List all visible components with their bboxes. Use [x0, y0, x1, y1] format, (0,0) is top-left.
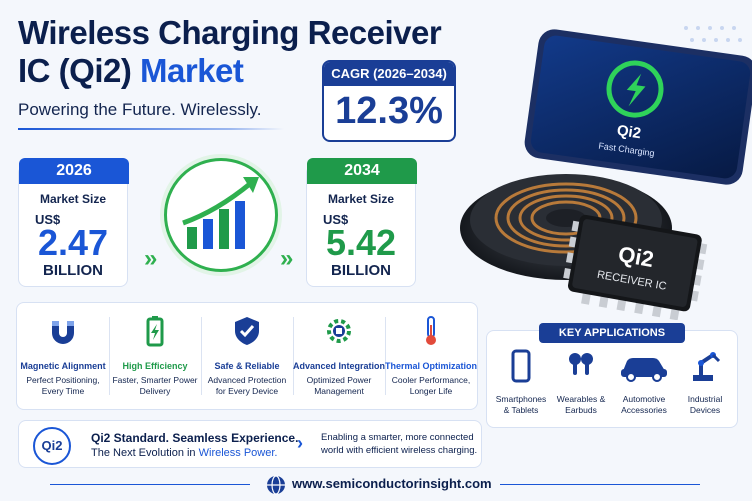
- card-2034-currency: US$: [323, 212, 349, 227]
- feature-advanced-integration: Advanced Integration Optimized Power Man…: [293, 303, 385, 409]
- battery-icon: [146, 316, 164, 347]
- divider: [293, 317, 294, 395]
- application-industrial: Industrial Devices: [677, 349, 733, 416]
- application-smartphones: Smartphones & Tablets: [493, 349, 549, 416]
- footer-line-left: [50, 484, 250, 485]
- standard-sub-b: Wireless Power.: [198, 447, 278, 459]
- card-2034-value: 5.42: [325, 222, 397, 263]
- market-card-2034: 2034 Market Size US$ 5.42 BILLION: [306, 158, 417, 287]
- cagr-label: CAGR (2026–2034): [324, 62, 454, 86]
- feature-title: High Efficiency: [122, 361, 188, 371]
- application-label: Industrial Devices: [687, 394, 723, 415]
- feature-thermal-optimization: Thermal Optimization Cooler Performance,…: [385, 303, 477, 409]
- robot-arm-icon: [693, 352, 721, 381]
- feature-title: Advanced Integration: [293, 361, 386, 371]
- key-applications-header: KEY APPLICATIONS: [539, 323, 685, 343]
- shield-check-icon: [235, 317, 259, 345]
- cagr-box: CAGR (2026–2034) 12.3%: [322, 60, 456, 142]
- title-line-2: IC (Qi2) Market: [18, 52, 441, 90]
- standard-sub-a: The Next Evolution in: [91, 447, 199, 459]
- qi2-standard-banner: Qi2 Qi2 Standard. Seamless Experience. T…: [18, 420, 482, 468]
- footer-url[interactable]: www.semiconductorinsight.com: [292, 476, 492, 491]
- divider: [201, 317, 202, 395]
- feature-title: Safe & Reliable: [214, 361, 280, 371]
- title-line-2-b: Market: [140, 52, 244, 89]
- chip-brand: Qi2: [616, 241, 655, 272]
- dot-pattern: [684, 26, 742, 42]
- application-label: Automotive Accessories: [621, 394, 667, 415]
- chevron-right-icon: ›: [297, 433, 303, 453]
- receiver-chip: Qi2 RECEIVER IC: [563, 214, 708, 320]
- growth-chart-icon: [164, 158, 278, 272]
- earbuds-icon: [569, 353, 593, 375]
- application-wearables: Wearables & Earbuds: [553, 349, 609, 416]
- card-2026-year: 2026: [19, 158, 129, 184]
- footer-line-right: [500, 484, 700, 485]
- standard-headline: Qi2 Standard. Seamless Experience.: [91, 431, 299, 445]
- feature-desc: Perfect Positioning, Every Time: [26, 375, 100, 396]
- title-line-1: Wireless Charging Receiver: [18, 14, 442, 51]
- feature-desc: Faster, Smarter Power Delivery: [112, 375, 198, 396]
- card-2026-currency: US$: [35, 212, 61, 227]
- smartphone-icon: [511, 349, 531, 383]
- smartphone: Qi2 Fast Charging: [524, 29, 752, 185]
- card-2026-unit: BILLION: [43, 262, 103, 279]
- globe-icon: [267, 475, 285, 495]
- application-label: Wearables & Earbuds: [556, 394, 606, 415]
- feature-desc: Cooler Performance, Longer Life: [391, 375, 471, 396]
- cagr-value: 12.3%: [335, 90, 443, 132]
- title-line-2-a: IC (Qi2): [18, 52, 141, 89]
- feature-desc: Optimized Power Management: [306, 375, 372, 396]
- feature-title: Magnetic Alignment: [20, 361, 106, 371]
- card-2026-value: 2.47: [37, 222, 109, 263]
- standard-note: Enabling a smarter, more connected world…: [321, 432, 478, 456]
- card-2026-label: Market Size: [39, 192, 107, 206]
- feature-magnetic-alignment: Magnetic Alignment Perfect Positioning, …: [17, 303, 109, 409]
- feature-high-efficiency: High Efficiency Faster, Smarter Power De…: [109, 303, 201, 409]
- chevron-right-icon: »: [144, 245, 158, 272]
- page-title: Wireless Charging Receiver IC (Qi2) Mark…: [18, 14, 442, 90]
- qi2-logo: Qi2: [33, 427, 71, 465]
- application-automotive: Automotive Accessories: [613, 349, 675, 416]
- features-panel: Magnetic Alignment Perfect Positioning, …: [16, 302, 478, 410]
- feature-safe-reliable: Safe & Reliable Advanced Protection for …: [201, 303, 293, 409]
- divider: [385, 317, 386, 395]
- gear-chip-icon: [327, 319, 351, 343]
- footer: www.semiconductorinsight.com: [0, 470, 752, 501]
- divider: [109, 317, 110, 395]
- product-illustration: Qi2 Fast Charging Qi2 RECEIVER IC: [460, 26, 752, 320]
- magnet-icon: [52, 321, 74, 344]
- card-2034-label: Market Size: [327, 192, 395, 206]
- feature-desc: Advanced Protection for Every Device: [207, 375, 287, 396]
- application-label: Smartphones & Tablets: [495, 394, 547, 415]
- market-card-2026: 2026 Market Size US$ 2.47 BILLION: [18, 158, 129, 287]
- feature-title: Thermal Optimization: [385, 361, 478, 371]
- card-2034-unit: BILLION: [331, 262, 391, 279]
- chevron-right-icon: »: [280, 245, 294, 272]
- thermometer-icon: [426, 316, 436, 345]
- phone-brand: Qi2: [616, 122, 642, 142]
- tagline: Powering the Future. Wirelessly.: [18, 100, 262, 119]
- card-2034-year: 2034: [307, 158, 417, 184]
- key-applications-panel: KEY APPLICATIONS Smartphones & Tablets W…: [486, 323, 738, 428]
- car-icon: [621, 358, 667, 382]
- tagline-underline: [18, 128, 284, 130]
- standard-sub: The Next Evolution in Wireless Power.: [91, 447, 277, 459]
